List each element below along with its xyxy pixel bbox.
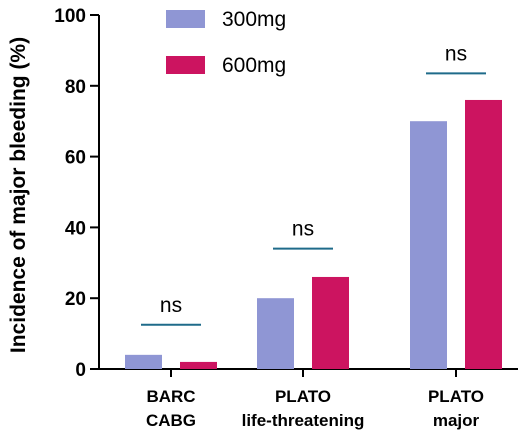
y-tick-label: 100 [54, 6, 86, 27]
y-axis-title: Incidence of major bleeding (%) [7, 37, 30, 353]
y-tick-label: 80 [65, 77, 86, 98]
y-tick-label: 40 [65, 218, 86, 239]
x-tick-label: BARC [146, 387, 195, 406]
bar-300mg-1 [257, 298, 294, 369]
x-tick-label: major [433, 411, 480, 430]
bar-300mg-0 [125, 354, 162, 369]
x-tick-label: PLATO [275, 387, 331, 406]
x-tick-label: PLATO [428, 387, 484, 406]
bar-600mg-1 [312, 276, 349, 369]
bar-300mg-2 [410, 121, 447, 369]
significance-label: ns [292, 218, 314, 241]
y-tick-label: 20 [65, 289, 86, 310]
significance-label: ns [160, 294, 182, 317]
x-tick-label: CABG [146, 411, 196, 430]
bar-600mg-2 [465, 99, 502, 370]
y-tick-label: 0 [75, 360, 86, 381]
legend-label-600mg: 600mg [222, 54, 286, 77]
legend-swatch-300mg [166, 10, 205, 28]
legend-label-300mg: 300mg [222, 8, 286, 31]
legend-swatch-600mg [166, 56, 205, 74]
significance-label: ns [445, 42, 467, 65]
bar-600mg-0 [180, 361, 217, 369]
y-tick-label: 60 [65, 148, 86, 169]
x-tick-label: life-threatening [242, 411, 365, 430]
